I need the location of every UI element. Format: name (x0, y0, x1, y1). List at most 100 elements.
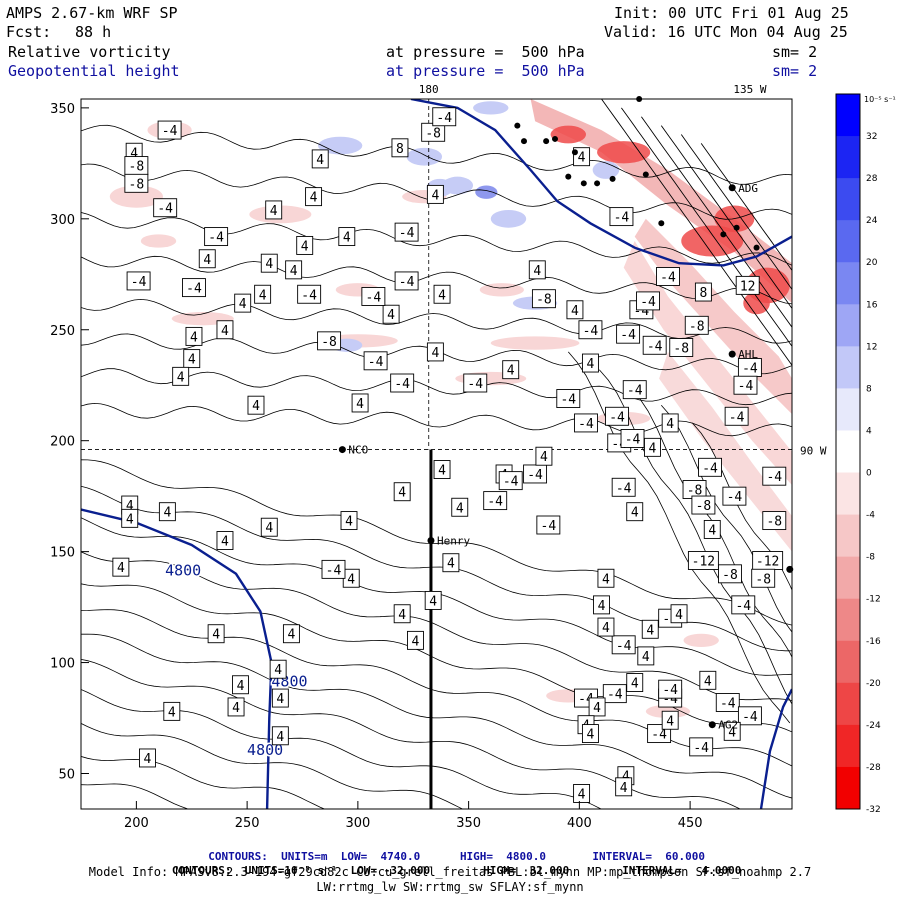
vorticity-label: -4 (640, 295, 656, 310)
negative-vorticity-area (473, 101, 509, 115)
vorticity-label: 4 (540, 450, 548, 465)
vorticity-label-box (616, 324, 641, 344)
vorticity-label-box (393, 604, 411, 624)
colorbar-swatch (836, 598, 860, 642)
height-contour-info: CONTOURS: UNITS=m LOW= 4740.0 HIGH= 4800… (0, 837, 900, 863)
height-contour-interval: INTERVAL= 60.000 (592, 850, 705, 863)
station-dot (552, 135, 558, 142)
vorticity-label: 4 (126, 499, 134, 514)
vorticity-label-box (687, 551, 719, 570)
vorticity-label-box (394, 271, 419, 291)
vorticity-label-box (158, 502, 176, 522)
vorticity-label: -4 (583, 324, 599, 339)
vorticity-label: -4 (301, 288, 317, 303)
vorticity-label: 4 (126, 512, 134, 527)
vorticity-label-box (566, 300, 584, 320)
vorticity-label-box (751, 568, 776, 588)
y-tick-label: 50 (58, 768, 75, 783)
vorticity-label-box (642, 335, 667, 355)
vorticity-label-box (684, 315, 709, 335)
vorticity-label: 4 (301, 239, 309, 254)
vorticity-contour (81, 212, 792, 266)
vorticity-label-box (656, 267, 680, 286)
vorticity-label: -4 (614, 211, 630, 226)
colorbar-tick-label: -12 (866, 595, 881, 605)
vorticity-label-box (588, 697, 606, 717)
vorticity-label: -8 (129, 160, 145, 175)
vorticity-label-box (661, 710, 679, 730)
vorticity-label-box (282, 624, 300, 644)
vorticity-label: 4 (345, 515, 353, 530)
vorticity-label: -8 (129, 177, 145, 192)
vorticity-label-box (689, 737, 714, 757)
model-info-line2: LW:rrtmg_lw SW:rrtmg_sw SFLAY:sf_mynn (316, 880, 584, 894)
colorbar-swatch (836, 94, 860, 137)
vorticity-label: 4 (593, 701, 601, 716)
station-label: NCO (348, 444, 368, 457)
colorbar-tick-label: 16 (866, 300, 878, 310)
vorticity-label: -4 (651, 728, 667, 743)
vorticity-label-box (641, 619, 659, 639)
vorticity-label: 4 (438, 288, 446, 303)
init-time: Init: 00 UTC Fri 01 Aug 25 (614, 4, 849, 22)
vorticity-contour (81, 659, 741, 809)
vorticity-label: 4 (447, 557, 455, 572)
vorticity-label: 4 (144, 752, 152, 767)
station-dot (427, 537, 435, 545)
colorbar-tick-label: 12 (866, 342, 877, 352)
plot-frame (80, 98, 793, 810)
vorticity-label: -4 (607, 688, 623, 703)
colorbar-tick-label: 4 (866, 426, 872, 436)
vorticity-label: -8 (536, 293, 552, 308)
station-dot (594, 180, 601, 187)
colorbar-swatch (836, 220, 860, 263)
colorbar: 10⁻⁵ s⁻¹ 32 28 24 20 16 12 8 4 0 -4 -8 -12 -16 -20 -24 -… (835, 93, 896, 815)
vorticity-contour (81, 368, 792, 406)
field1-level: at pressure = 500 hPa (386, 43, 585, 61)
vorticity-label: -4 (620, 328, 636, 343)
colorbar-tick-label: 0 (866, 469, 872, 479)
vorticity-label-box (622, 380, 647, 400)
vorticity-label-box (393, 482, 411, 502)
station-dot (733, 224, 740, 231)
vorticity-label: -8 (687, 484, 703, 499)
vorticity-label-box (424, 590, 442, 610)
vorticity-label: -4 (578, 417, 594, 432)
vorticity-label-box (535, 446, 553, 466)
vorticity-label: -12 (692, 555, 715, 570)
station-dot (720, 231, 727, 238)
vorticity-label-box (691, 495, 716, 515)
vorticity-label-box (722, 486, 747, 506)
vorticity-label: -4 (609, 410, 625, 425)
vorticity-label-box (183, 349, 201, 369)
vorticity-label: 4 (288, 628, 296, 643)
longitude-label: 135 W (733, 83, 766, 96)
vorticity-label: 4 (347, 572, 355, 587)
vorticity-label: -12 (756, 555, 779, 570)
high-vorticity-core (597, 141, 651, 164)
vorticity-contour (81, 583, 792, 733)
field2-name: Geopotential height (8, 62, 180, 80)
colorbar-swatch (836, 640, 860, 684)
vorticity-label: -4 (186, 282, 202, 297)
positive-vorticity-band (623, 241, 792, 486)
vorticity-label-box (394, 222, 419, 242)
reference-lines (81, 99, 792, 809)
colorbar-swatch (836, 724, 860, 768)
weak-positive-area (140, 234, 177, 248)
vorticity-label-box (124, 173, 149, 193)
vorticity-label-box (523, 464, 548, 484)
height-contour-label: 4800 (165, 561, 201, 579)
vorticity-label: 4 (221, 535, 229, 550)
vorticity-label: 4 (239, 297, 247, 312)
vorticity-contour (621, 107, 792, 348)
vorticity-label-box (556, 389, 581, 408)
negative-vorticity-area (318, 136, 363, 155)
vorticity-label: -4 (662, 683, 678, 698)
vorticity-label: 4 (221, 324, 229, 339)
vorticity-label-box (597, 568, 615, 588)
weak-positive-area (109, 185, 163, 208)
vorticity-label: 4 (666, 417, 674, 432)
vorticity-label: -4 (693, 741, 709, 756)
